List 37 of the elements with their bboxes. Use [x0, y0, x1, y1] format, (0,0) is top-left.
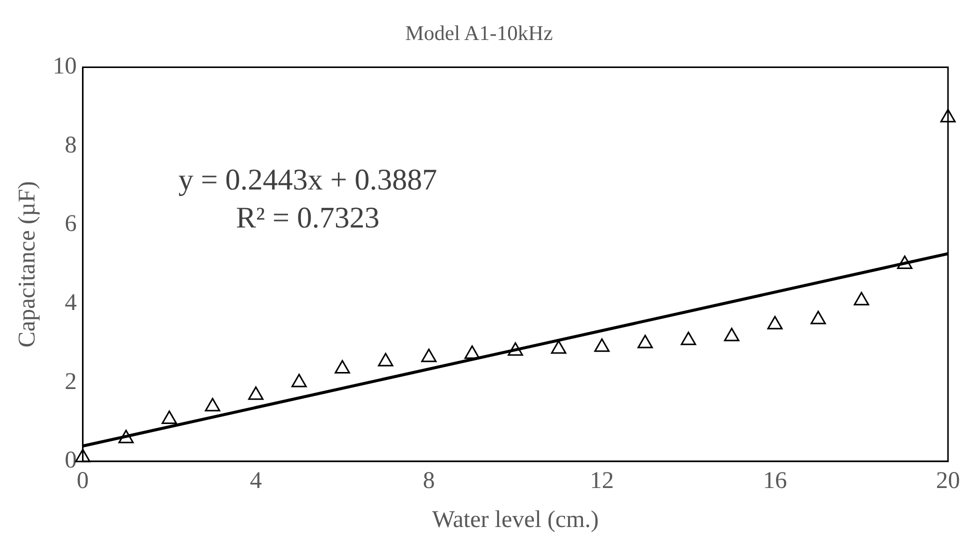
point	[767, 316, 783, 330]
x-tick-label: 12	[590, 468, 614, 494]
point	[291, 374, 307, 388]
y-tick-label: 10	[52, 53, 77, 80]
point	[940, 108, 956, 122]
x-tick-label: 4	[250, 468, 262, 494]
point	[204, 398, 220, 412]
point	[334, 360, 350, 374]
y-tick-label: 4	[64, 290, 77, 316]
x-tick-label: 20	[936, 468, 960, 494]
point	[464, 345, 480, 359]
point	[118, 430, 134, 444]
annotation: R² = 0.7323	[236, 201, 380, 234]
point	[594, 338, 610, 352]
point	[680, 332, 696, 346]
y-axis-title: Capacitance (µF)	[14, 181, 41, 348]
y-tick-label: 0	[64, 448, 77, 474]
point	[638, 334, 653, 348]
point	[724, 328, 740, 342]
x-axis-title: Water level (cm.)	[432, 506, 599, 533]
point	[810, 310, 826, 324]
point	[421, 348, 437, 362]
x-tick-label: 16	[762, 468, 787, 494]
x-tick-label: 8	[422, 468, 435, 494]
point	[854, 292, 870, 306]
y-tick-label: 2	[64, 368, 77, 395]
chart-title: Model A1-10kHz	[405, 21, 553, 46]
point	[508, 342, 524, 356]
point	[897, 256, 912, 270]
point	[162, 410, 177, 424]
y-tick-label: 6	[64, 211, 77, 238]
point	[248, 386, 264, 400]
point	[378, 352, 394, 366]
y-tick-label: 8	[64, 132, 77, 158]
annotation: y = 0.2443x + 0.3887	[178, 163, 438, 196]
point	[75, 448, 90, 462]
point	[550, 340, 566, 354]
